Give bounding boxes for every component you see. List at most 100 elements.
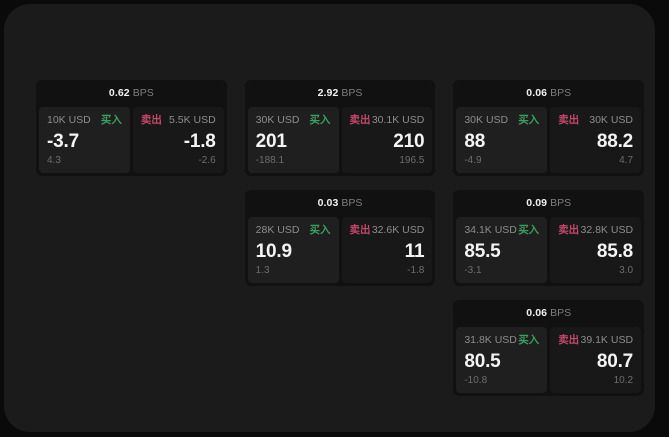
bid-side[interactable]: 34.1K USD 买入 85.5 -3.1: [456, 217, 548, 283]
quote-board: 0.62 BPS 10K USD 买入 -3.7 4.3 卖出 5.5K USD -1.8 -2.…: [36, 80, 645, 396]
quote-sides: 10K USD 买入 -3.7 4.3 卖出 5.5K USD -1.8 -2.6: [36, 107, 227, 176]
bid-size-label: 30K USD: [464, 114, 509, 126]
ask-price: 85.8: [596, 240, 634, 262]
bid-delta: -3.1: [464, 265, 482, 276]
buy-direction-label: 买入: [100, 114, 122, 126]
bps-unit-label: BPS: [550, 307, 572, 319]
side-header: 卖出 30K USD: [558, 114, 633, 127]
side-header: 31.8K USD 买入: [464, 334, 539, 347]
ask-price: 11: [404, 240, 425, 262]
quote-sides: 30K USD 买入 201 -188.1 卖出 30.1K USD 210 196.5: [245, 107, 436, 176]
bps-header: 0.62 BPS: [36, 87, 227, 107]
ask-side[interactable]: 卖出 39.1K USD 80.7 10.2: [550, 327, 642, 393]
side-header: 卖出 30.1K USD: [350, 114, 425, 127]
quote-sides: 30K USD 买入 88 -4.9 卖出 30K USD 88.2 4.7: [453, 107, 644, 176]
ask-side[interactable]: 卖出 32.8K USD 85.8 3.0: [550, 217, 642, 283]
bid-side[interactable]: 30K USD 买入 201 -188.1: [247, 107, 339, 173]
bid-size-label: 30K USD: [255, 114, 300, 126]
bid-side[interactable]: 28K USD 买入 10.9 1.3: [247, 217, 339, 283]
bps-unit-label: BPS: [341, 87, 363, 99]
quote-card[interactable]: 0.06 BPS 30K USD 买入 88 -4.9 卖出 30K USD 88.2 4.7: [453, 80, 645, 176]
app-panel: 0.62 BPS 10K USD 买入 -3.7 4.3 卖出 5.5K USD -1.8 -2.…: [4, 4, 655, 432]
sell-direction-label: 卖出: [558, 224, 580, 236]
bid-price: 201: [255, 130, 287, 152]
bps-header: 0.06 BPS: [453, 87, 644, 107]
ask-size-label: 39.1K USD: [580, 334, 634, 346]
ask-size-label: 30.1K USD: [371, 114, 425, 126]
sell-direction-label: 卖出: [558, 114, 580, 126]
ask-size-label: 32.6K USD: [371, 224, 425, 236]
ask-delta: 3.0: [619, 265, 634, 276]
bid-price: -3.7: [47, 130, 79, 152]
quote-card[interactable]: 0.03 BPS 28K USD 买入 10.9 1.3 卖出 32.6K USD 11 -1.8: [244, 190, 436, 286]
bps-unit-label: BPS: [550, 87, 572, 99]
quote-card[interactable]: 0.09 BPS 34.1K USD 买入 85.5 -3.1 卖出 32.8K USD 85.…: [453, 190, 645, 286]
ask-side[interactable]: 卖出 30K USD 88.2 4.7: [550, 107, 642, 173]
buy-direction-label: 买入: [518, 224, 540, 236]
side-header: 28K USD 买入: [256, 224, 331, 237]
sell-direction-label: 卖出: [140, 114, 162, 126]
ask-side[interactable]: 卖出 30.1K USD 210 196.5: [341, 107, 433, 173]
bps-value: 0.03: [317, 197, 339, 209]
side-header: 卖出 32.8K USD: [558, 224, 633, 237]
bid-size-label: 10K USD: [47, 114, 91, 126]
ask-delta: 196.5: [399, 155, 425, 166]
bps-header: 0.06 BPS: [453, 307, 644, 327]
bid-price: 80.5: [464, 350, 501, 372]
ask-size-label: 32.8K USD: [580, 224, 634, 236]
bps-value: 0.06: [526, 87, 548, 99]
bid-side[interactable]: 10K USD 买入 -3.7 4.3: [39, 107, 130, 173]
ask-size-label: 5.5K USD: [169, 114, 216, 126]
bps-header: 0.09 BPS: [453, 197, 644, 217]
quote-column: 0.62 BPS 10K USD 买入 -3.7 4.3 卖出 5.5K USD -1.8 -2.…: [36, 80, 227, 176]
buy-direction-label: 买入: [309, 224, 331, 236]
bid-delta: -188.1: [255, 155, 285, 166]
quote-card[interactable]: 0.62 BPS 10K USD 买入 -3.7 4.3 卖出 5.5K USD -1.8 -2.…: [36, 80, 227, 176]
buy-direction-label: 买入: [518, 114, 540, 126]
bps-value: 2.92: [317, 87, 339, 99]
bid-side[interactable]: 31.8K USD 买入 80.5 -10.8: [456, 327, 548, 393]
bid-side[interactable]: 30K USD 买入 88 -4.9: [456, 107, 548, 173]
ask-price: 210: [393, 130, 425, 152]
quote-sides: 28K USD 买入 10.9 1.3 卖出 32.6K USD 11 -1.8: [245, 217, 436, 286]
quote-card[interactable]: 2.92 BPS 30K USD 买入 201 -188.1 卖出 30.1K USD 210 1…: [244, 80, 436, 176]
ask-side[interactable]: 卖出 5.5K USD -1.8 -2.6: [132, 107, 224, 173]
bps-header: 2.92 BPS: [245, 87, 436, 107]
ask-delta: 10.2: [613, 375, 634, 386]
bid-size-label: 31.8K USD: [464, 334, 517, 346]
bid-price: 10.9: [255, 240, 292, 262]
bps-value: 0.06: [526, 307, 548, 319]
bid-delta: -4.9: [464, 155, 482, 166]
bid-size-label: 28K USD: [255, 224, 300, 236]
sell-direction-label: 卖出: [349, 224, 371, 236]
ask-size-label: 30K USD: [589, 114, 634, 126]
ask-delta: -2.6: [198, 155, 216, 166]
quote-column: 2.92 BPS 30K USD 买入 201 -188.1 卖出 30.1K USD 210 1…: [244, 80, 436, 286]
bps-unit-label: BPS: [341, 197, 363, 209]
side-header: 卖出 32.6K USD: [350, 224, 425, 237]
bid-delta: 1.3: [255, 265, 270, 276]
quote-sides: 34.1K USD 买入 85.5 -3.1 卖出 32.8K USD 85.8 3.0: [453, 217, 644, 286]
buy-direction-label: 买入: [518, 334, 540, 346]
side-header: 卖出 5.5K USD: [141, 114, 216, 127]
ask-delta: -1.8: [407, 265, 425, 276]
bps-header: 0.03 BPS: [245, 197, 436, 217]
bps-value: 0.09: [526, 197, 548, 209]
bps-unit-label: BPS: [550, 197, 572, 209]
side-header: 30K USD 买入: [464, 114, 539, 127]
side-header: 34.1K USD 买入: [464, 224, 539, 237]
side-header: 卖出 39.1K USD: [558, 334, 633, 347]
ask-side[interactable]: 卖出 32.6K USD 11 -1.8: [341, 217, 433, 283]
ask-price: 88.2: [596, 130, 634, 152]
buy-direction-label: 买入: [309, 114, 331, 126]
side-header: 30K USD 买入: [256, 114, 331, 127]
ask-delta: 4.7: [619, 155, 634, 166]
bps-value: 0.62: [108, 87, 130, 99]
quote-column: 0.06 BPS 30K USD 买入 88 -4.9 卖出 30K USD 88.2 4.7 0.…: [453, 80, 645, 396]
ask-price: 80.7: [596, 350, 634, 372]
bid-price: 85.5: [464, 240, 501, 262]
quote-card[interactable]: 0.06 BPS 31.8K USD 买入 80.5 -10.8 卖出 39.1K USD 80…: [453, 300, 645, 396]
quote-sides: 31.8K USD 买入 80.5 -10.8 卖出 39.1K USD 80.7 10.2: [453, 327, 644, 396]
bid-delta: -10.8: [464, 375, 488, 386]
ask-price: -1.8: [183, 130, 216, 152]
